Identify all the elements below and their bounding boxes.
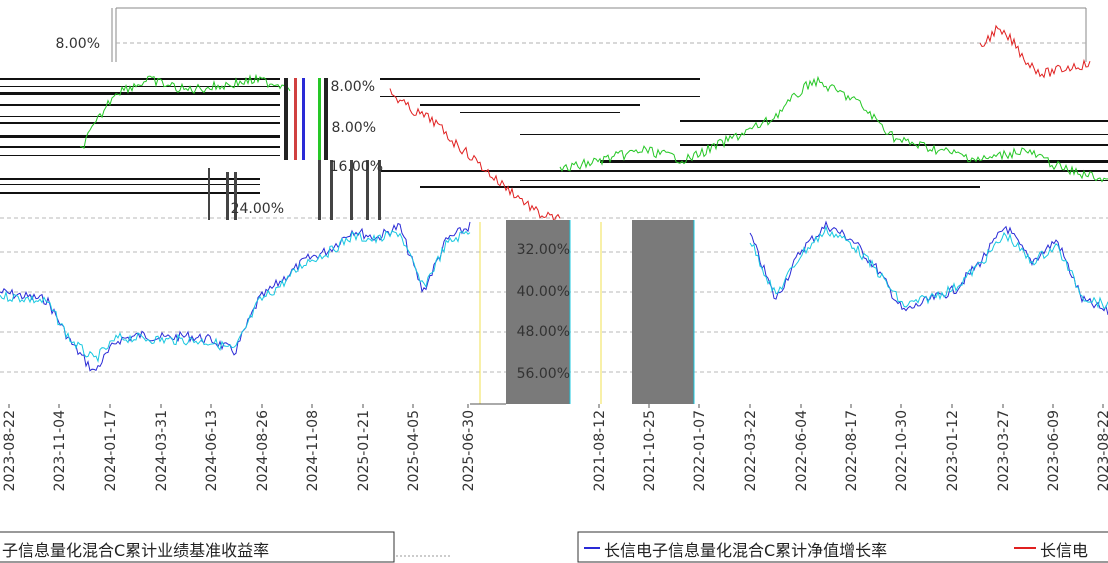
- y-tick-label: 32.00%: [517, 242, 570, 258]
- x-tick-label: 2023-08-22: [2, 410, 18, 491]
- series-b-line-top: [979, 24, 1091, 79]
- x-tick-label: 2023-01-12: [945, 410, 961, 491]
- x-tick-label: 2022-10-30: [894, 410, 910, 491]
- glitch-strip: [0, 146, 280, 148]
- glitch-strip: [0, 86, 280, 87]
- y-tick-label: 8.00%: [332, 120, 376, 136]
- glitch-strip: [0, 192, 260, 194]
- series-b-line-mid: [389, 88, 561, 224]
- glitch-strip: [0, 178, 260, 180]
- series-c-line-top: [79, 73, 291, 149]
- glitch-strip: [680, 144, 1108, 146]
- y-tick-label: 16.00%: [330, 159, 383, 175]
- glitch-bar: [302, 78, 305, 160]
- glitch-strip: [0, 78, 280, 80]
- x-tick-label: 2023-06-09: [1046, 410, 1062, 491]
- top-panel: 8.00%: [56, 7, 1087, 62]
- glitch-bar: [294, 78, 297, 160]
- x-tick-label: 2025-06-30: [461, 410, 477, 491]
- x-tick-label: 2023-08-22: [1096, 410, 1108, 491]
- glitch-strip: [0, 184, 260, 185]
- glitch-bar: [350, 160, 353, 220]
- y-tick-labels: 8.00% 8.00% 16.00% 24.00% 32.00% 40.00% …: [231, 79, 570, 382]
- y-tick-label: 48.00%: [517, 324, 570, 340]
- x-tick-label: 2021-10-25: [642, 410, 658, 491]
- series-layer: [0, 24, 1108, 372]
- glitch-bar: [208, 168, 210, 220]
- glitch-bar: [226, 172, 229, 220]
- glitch-strip: [680, 120, 1108, 122]
- benchmark-line-left: [0, 230, 471, 364]
- legend-right-frame: [577, 531, 1108, 563]
- benchmark-line-right: [749, 225, 1108, 310]
- y-tick-label: 40.00%: [517, 284, 570, 300]
- glitch-bar: [378, 160, 381, 220]
- x-tick-label: 2024-01-17: [103, 410, 119, 491]
- glitch-strip: [0, 116, 280, 117]
- y-tick-label: 8.00%: [331, 79, 375, 95]
- glitch-strip: [380, 170, 1108, 172]
- x-tick-label: 2023-11-04: [52, 410, 68, 491]
- x-tick-label: 2021-08-12: [592, 410, 608, 491]
- glitch-strip: [520, 134, 1108, 135]
- x-tick-label: 2024-03-31: [154, 410, 170, 491]
- x-tick-label: 2025-04-05: [406, 410, 422, 491]
- y-tick-label: 8.00%: [56, 36, 100, 52]
- x-axis-left: 2023-08-22 2023-11-04 2024-01-17 2024-03-31…: [2, 404, 477, 491]
- glitch-bar: [234, 172, 237, 220]
- y-tick-label: 24.00%: [231, 201, 284, 217]
- glitch-bar: [330, 160, 333, 220]
- x-tick-label: 2022-01-07: [692, 410, 708, 491]
- glitch-bar: [324, 78, 328, 160]
- legend-right: 长信电子信息量化混合C累计净值增长率 长信电: [577, 531, 1108, 563]
- legend-left-label: 子信息量化混合C累计业绩基准收益率: [2, 541, 269, 560]
- glitch-strip: [420, 104, 640, 106]
- glitch-bar: [366, 160, 369, 220]
- glitch-strip: [0, 104, 280, 106]
- y-tick-label: 56.00%: [517, 366, 570, 382]
- glitch-blocks: [208, 78, 695, 405]
- x-tick-label: 2022-03-22: [743, 410, 759, 491]
- legend-series-a-label: 长信电子信息量化混合C累计净值增长率: [604, 541, 887, 560]
- legend-left-frame: [0, 531, 395, 563]
- glitch-bar: [318, 78, 321, 160]
- glitch-bar: [284, 78, 288, 160]
- glitch-bar: [318, 160, 321, 220]
- legend-left: 子信息量化混合C累计业绩基准收益率: [0, 531, 450, 563]
- x-tick-label: 2022-06-04: [794, 410, 810, 491]
- glitch-strip: [520, 180, 1108, 181]
- x-tick-label: 2024-06-13: [204, 410, 220, 491]
- x-tick-label: 2024-08-26: [255, 410, 271, 491]
- x-tick-label: 2024-11-08: [305, 410, 321, 491]
- glitch-strip: [380, 78, 700, 80]
- x-axis-right: 2021-08-12 2021-10-25 2022-01-07 2022-03-22…: [592, 404, 1108, 491]
- glitch-strip: [460, 112, 620, 113]
- glitch-strip: [0, 155, 280, 156]
- glitch-strip: [600, 160, 1108, 163]
- glitch-strip: [420, 186, 980, 188]
- legend-series-b-label: 长信电: [1040, 541, 1088, 560]
- glitch-strip: [0, 135, 280, 138]
- x-tick-label: 2022-08-17: [844, 410, 860, 491]
- x-tick-label: 2023-03-27: [996, 410, 1012, 491]
- glitch-strips: [0, 78, 1108, 194]
- gray-block-right: [632, 220, 694, 404]
- series-c-line-mid: [559, 75, 1108, 183]
- glitch-strip: [0, 122, 280, 124]
- glitch-strip: [380, 96, 700, 97]
- glitch-strip: [0, 92, 280, 95]
- x-tick-label: 2025-01-21: [356, 410, 372, 491]
- gray-block-left: [506, 220, 570, 404]
